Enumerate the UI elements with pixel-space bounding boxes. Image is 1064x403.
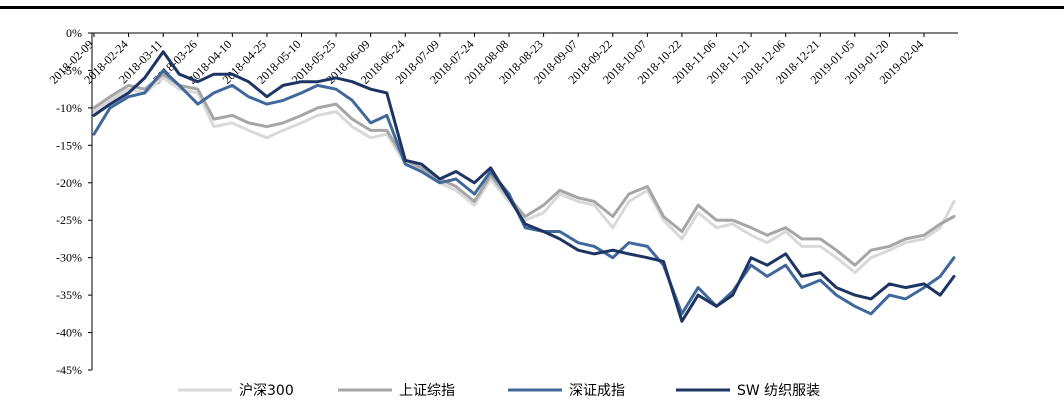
chart-axes xyxy=(91,32,958,370)
series-line-2 xyxy=(92,72,956,267)
y-tick-label: -25% xyxy=(56,213,82,227)
y-tick-label: -15% xyxy=(56,138,82,152)
series-line-1 xyxy=(92,76,956,275)
series-line-3 xyxy=(92,68,956,316)
y-tick-label: -20% xyxy=(56,176,82,190)
top-rule xyxy=(0,6,1064,9)
legend-label-4: SW 纺织服装 xyxy=(737,383,820,399)
legend-label-3: 深证成指 xyxy=(569,383,625,399)
legend-label-1: 沪深300 xyxy=(239,383,294,399)
chart-series xyxy=(92,50,956,323)
legend-label-2: 上证综指 xyxy=(399,383,455,399)
y-tick-label: -40% xyxy=(56,326,82,340)
y-axis-ticks: 0% -5% -10% -15% -20% -25% -30% -35% -40% -45% xyxy=(56,26,92,377)
series-line-4 xyxy=(92,50,956,323)
x-axis-ticks: 2018-02-092018-02-242018-03-112018-03-26… xyxy=(47,33,926,87)
y-tick-label: 0% xyxy=(66,26,82,40)
y-tick-label: -5% xyxy=(62,63,82,77)
y-tick-label: -45% xyxy=(56,363,82,377)
chart-legend: 沪深300 上证综指 深证成指 SW 纺织服装 xyxy=(178,383,820,399)
y-tick-label: -10% xyxy=(56,101,82,115)
y-tick-label: -30% xyxy=(56,251,82,265)
y-tick-label: -35% xyxy=(56,288,82,302)
